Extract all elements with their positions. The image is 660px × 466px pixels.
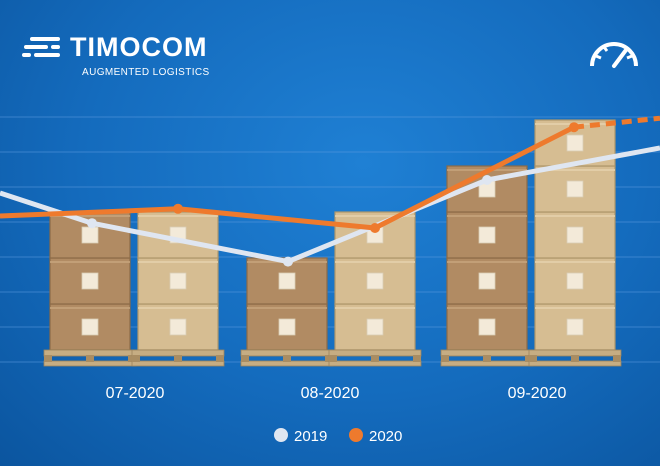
pallet-block (174, 355, 182, 362)
timocom-logo-icon (22, 37, 60, 57)
pallet-block (241, 355, 249, 362)
pallet-block (44, 355, 52, 362)
box-label (566, 226, 584, 244)
box-label (566, 134, 584, 152)
pallet-block (483, 355, 491, 362)
x-axis-ticks: 07-2020 08-2020 09-2020 (106, 385, 567, 402)
pallet-block (441, 355, 449, 362)
tick-label-07-2020: 07-2020 (106, 385, 165, 402)
legend-label-2020: 2020 (369, 428, 402, 445)
tick-label-09-2020: 09-2020 (508, 385, 567, 402)
series-lines (0, 115, 660, 267)
box-label (478, 272, 496, 290)
box-label (81, 272, 99, 290)
pallet-block (413, 355, 421, 362)
legend-label-2019: 2019 (294, 428, 327, 445)
pallet-block (329, 355, 337, 362)
legend-marker-2020 (349, 428, 363, 442)
data-point-2019-09-2020 (482, 175, 492, 185)
data-point-2019-08-2020 (283, 256, 293, 267)
pallet-block (371, 355, 379, 362)
box-stack-08-2020-2 (328, 211, 422, 367)
pallet-block (613, 355, 621, 362)
box-label (81, 318, 99, 336)
speedometer-icon (590, 42, 638, 68)
series-line-2020-forecast (573, 115, 660, 130)
box-label (278, 318, 296, 336)
box-stacks (43, 119, 622, 367)
box-stack-07-2020-2 (131, 211, 225, 367)
brand-name: TIMOCOM (70, 32, 208, 62)
pallet-block (529, 355, 537, 362)
box (446, 211, 528, 259)
brand-tagline: AUGMENTED LOGISTICS (82, 67, 210, 78)
series-line-2020 (0, 124, 576, 231)
box-stack-08-2020-1 (240, 257, 334, 367)
box-label (478, 226, 496, 244)
tick-label-08-2020: 08-2020 (301, 385, 360, 402)
box-label (169, 272, 187, 290)
data-point-2020-08-2020 (370, 223, 380, 233)
box-label (566, 180, 584, 198)
box-stack-07-2020-1 (43, 211, 137, 367)
box-label (366, 272, 384, 290)
box-label (169, 318, 187, 336)
box-label (278, 272, 296, 290)
pallet-block (86, 355, 94, 362)
data-point-2020-07-2020 (173, 203, 183, 214)
box-label (81, 226, 99, 244)
box-stack-09-2020-2 (528, 119, 622, 367)
pallet-block (132, 355, 140, 362)
data-point-2020-09-2020 (569, 122, 579, 133)
box-label (566, 318, 584, 336)
pallet-block (571, 355, 579, 362)
legend: 2019 2020 (274, 428, 402, 445)
legend-marker-2019 (274, 428, 288, 442)
data-point-2019-07-2020 (87, 218, 97, 229)
pallet-block (283, 355, 291, 362)
box-stack-09-2020-1 (440, 165, 534, 367)
box-label (478, 318, 496, 336)
box-label (366, 318, 384, 336)
pallet-block (216, 355, 224, 362)
box-label (566, 272, 584, 290)
